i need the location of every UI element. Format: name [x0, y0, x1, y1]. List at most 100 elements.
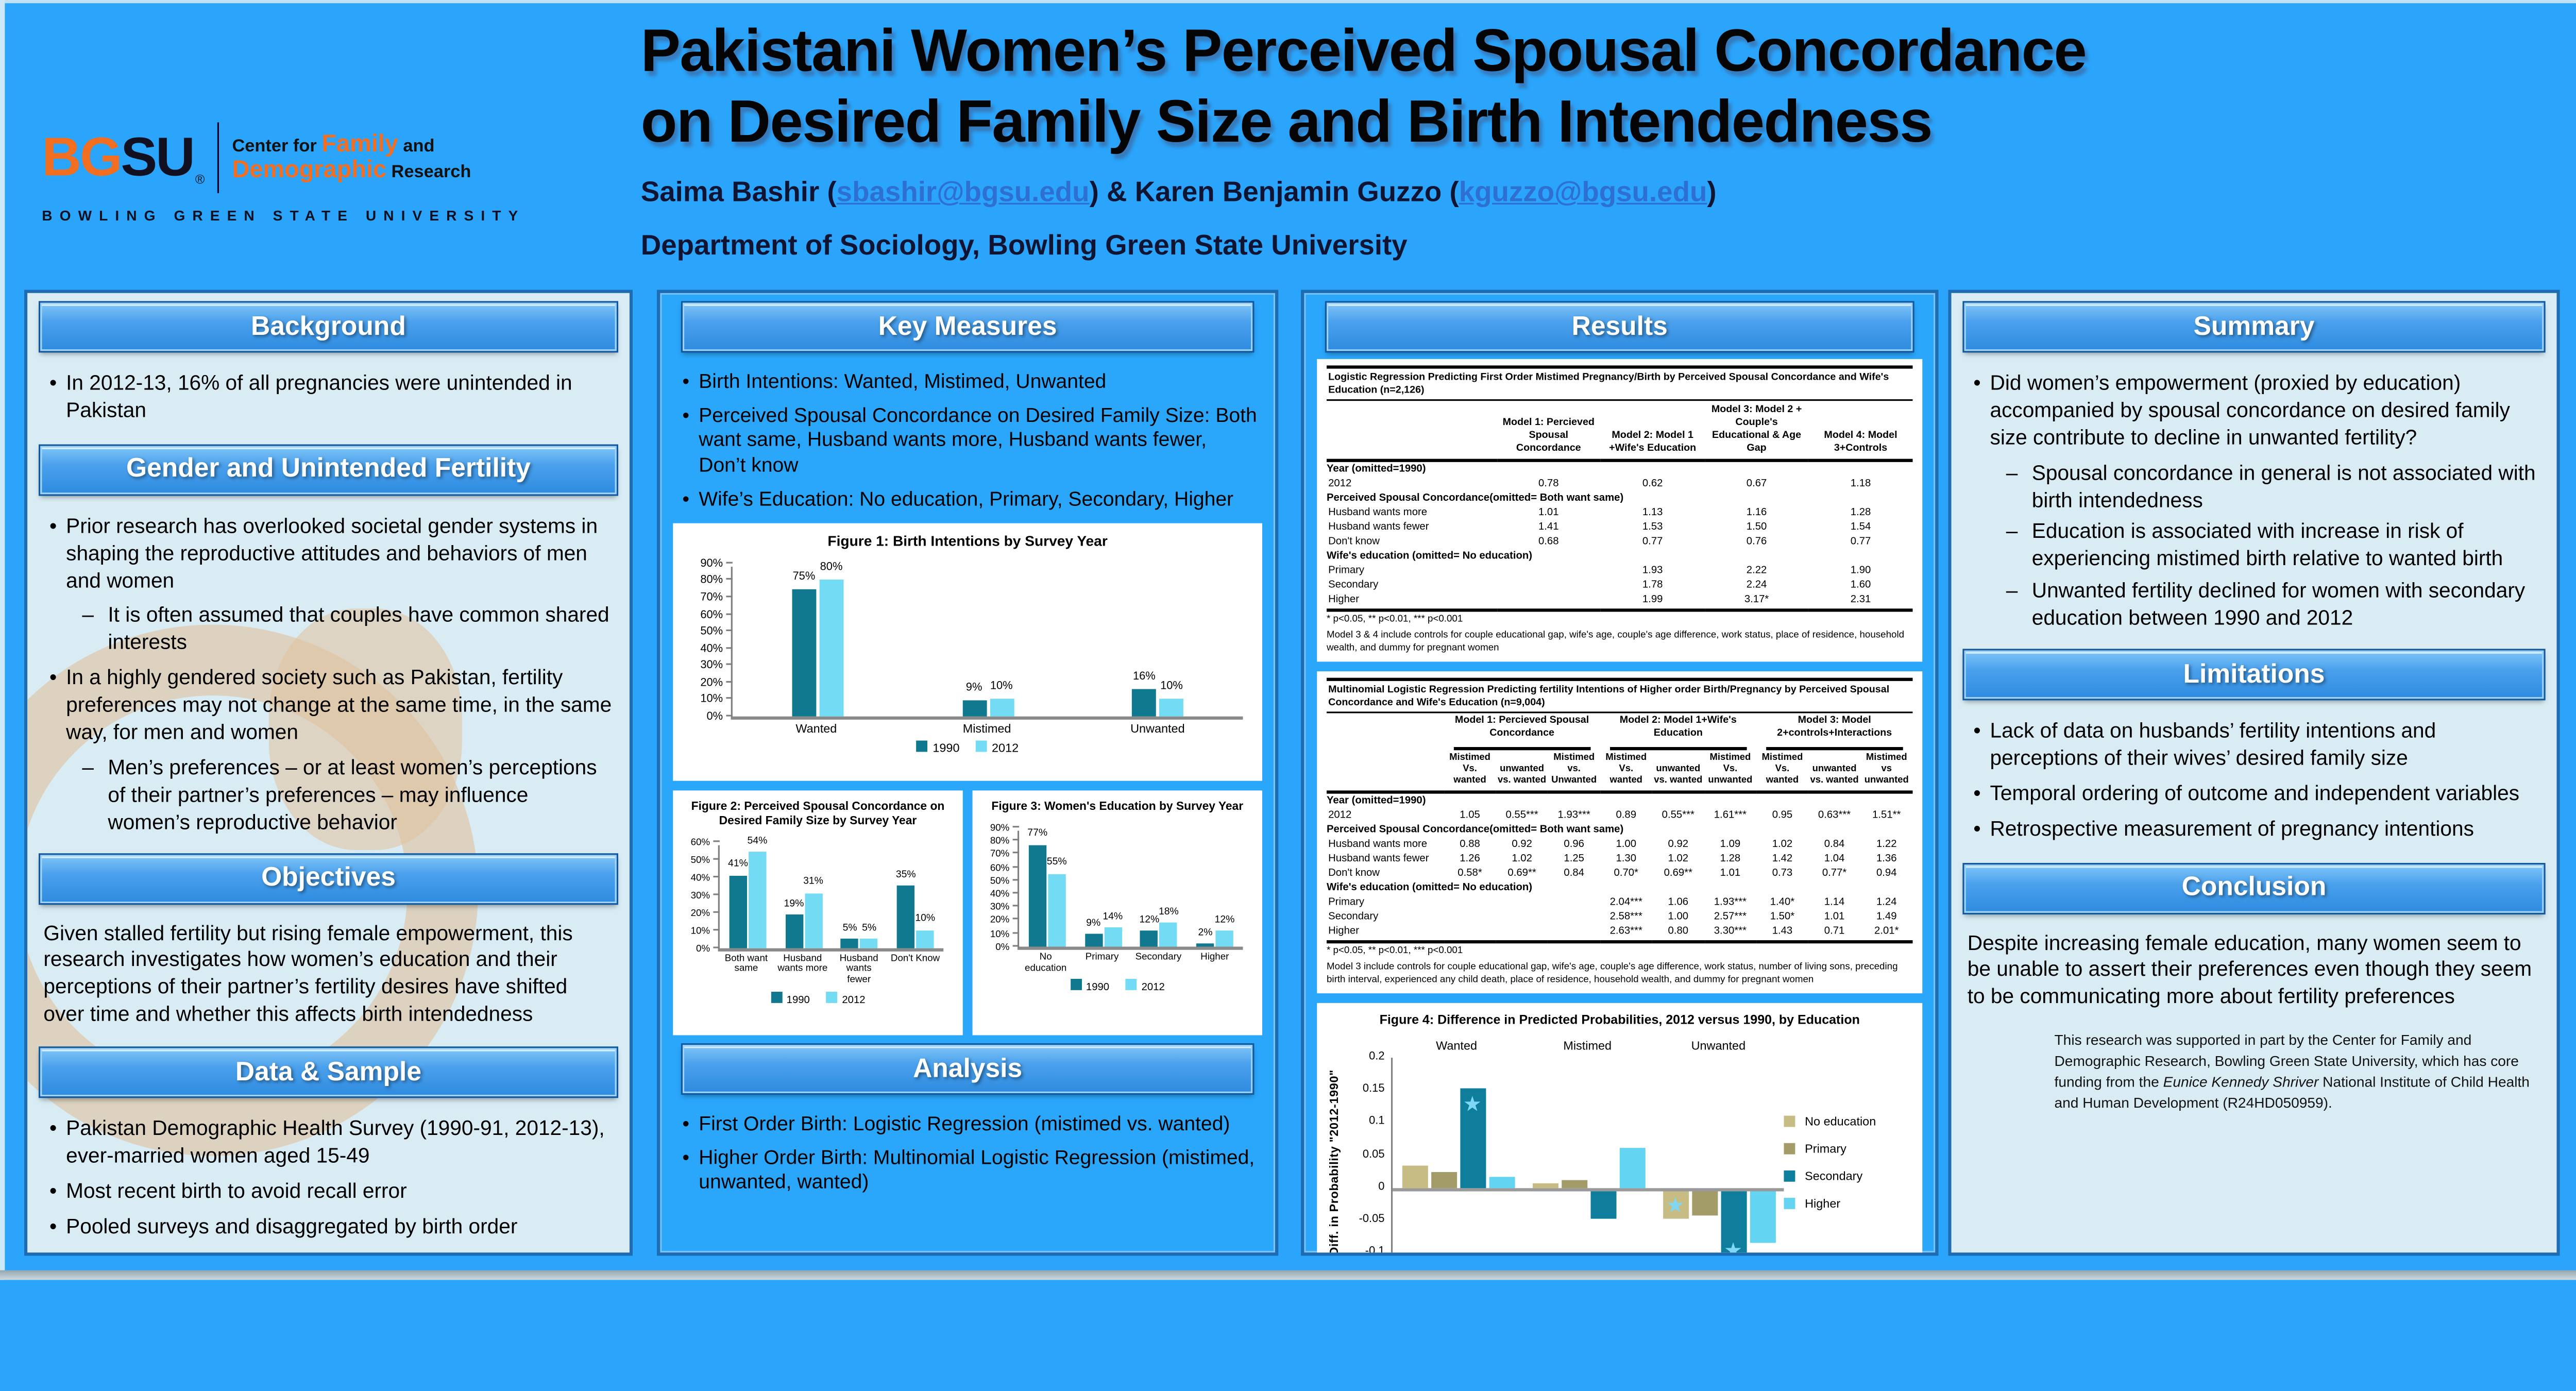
bar-primary-unwanted [1691, 1191, 1717, 1215]
table-footnote: * p<0.05, ** p<0.01, *** p<0.001 [1327, 615, 1463, 625]
author1-email-link[interactable]: sbashir@bgsu.edu [836, 176, 1090, 209]
acknowledgment-text: This research was supported in part by t… [2054, 1032, 2530, 1112]
bar-1990-husband-wants-fewer: 5% [841, 922, 859, 948]
dash-icon: – [2006, 578, 2018, 603]
bar-group: 35% 10% [888, 869, 944, 948]
section-header-gender: Gender and Unintended Fertility [39, 444, 618, 496]
legend-label: 1990 [786, 994, 810, 1006]
bar-1990-both-want-same: 41% [728, 859, 748, 948]
bar-1990-primary: 9% [1084, 918, 1103, 947]
legend-swatch-icon [1784, 1170, 1795, 1181]
bar-value-label: 16% [1132, 671, 1156, 683]
bullet-icon: • [49, 513, 57, 538]
model-group-header: Model 1: Percieved Spousal Concordance [1454, 715, 1589, 740]
bar-group: 75% 80% [733, 563, 903, 717]
bar-group: 9% 10% [903, 682, 1073, 717]
figure2-spousal-concordance-chart: Figure 2: Perceived Spousal Concordance … [673, 790, 963, 1036]
left-column: Background • In 2012-13, 16% of all pregn… [24, 290, 633, 1256]
bar-1990-don't-know: 35% [896, 869, 916, 948]
list-subitem: – Men’s preferences – or at least women’s… [82, 755, 613, 836]
bullet-icon: • [682, 370, 690, 393]
university-name: BOWLING GREEN STATE UNIVERSITY [42, 208, 526, 224]
bgsu-cfdr-logo: BG SU ® Center for Family and Demographic … [42, 122, 526, 224]
legend-entry-2012: 2012 [826, 991, 866, 1006]
section-header-results: Results [1325, 301, 1914, 353]
bar-value-label: 77% [1027, 828, 1048, 840]
list-item: • Birth Intentions: Wanted, Mistimed, Unw… [673, 370, 1259, 396]
authors-line: Saima Bashir (sbashir@bgsu.edu) & Karen … [640, 176, 1717, 209]
bullet-icon: • [1973, 816, 1981, 840]
list-subitem: – Spousal concordance in general is not a… [2006, 460, 2541, 515]
y-axis-tick-label: 80% [700, 575, 723, 587]
bar-secondary-wanted: ★ [1459, 1089, 1485, 1188]
y-axis-tick-mark [726, 613, 733, 615]
legend-label: 2012 [842, 994, 866, 1006]
table-footnote: * p<0.05, ** p<0.01, *** p<0.001 [1327, 947, 1463, 957]
y-axis-tick-label: 50% [700, 626, 723, 638]
table-row: Secondary 2.58*** 1.00 2.57*** 1.50* 1.01 1.49 [1328, 911, 1897, 923]
regression-table: Model 1: Percieved Spousal Concordance Mo… [1327, 401, 1913, 612]
category-label: Husband wants more [777, 954, 828, 975]
bar-primary-wanted [1430, 1172, 1456, 1188]
list-subitem: – Education is associated with increase i… [2006, 519, 2541, 574]
bar-value-label: 2% [1198, 927, 1213, 939]
table-title: Multinomial Logistic Regression Predicti… [1327, 677, 1913, 714]
model-group-header: Model 3: Model 2+controls+Interactions [1777, 715, 1892, 740]
bar-group: 41% 54% [720, 836, 776, 948]
conclusion-text: Despite increasing female education, man… [1967, 929, 2532, 1009]
category-label: Higher [1200, 953, 1229, 963]
chart-legend: 1990 2012 [683, 991, 953, 1006]
bar-value-label: 9% [1086, 918, 1101, 930]
bar-groups: 77% 55% 9% 14% 12% 18% 2% 12% [1019, 828, 1243, 947]
bar-value-label: 9% [965, 683, 982, 695]
right-column: Summary • Did women’s empowerment (proxie… [1948, 290, 2560, 1256]
table-row: 2012 1.05 0.55*** 1.93*** 0.89 0.55*** 1.61***… [1328, 809, 1901, 821]
y-axis-tick-label: 50% [690, 856, 710, 866]
bar-1990-unwanted: 16% [1132, 671, 1157, 717]
legend-label: 2012 [1141, 982, 1165, 994]
legend-swatch-icon [826, 991, 837, 1003]
list-item: • Prior research has overlooked societal … [40, 513, 614, 595]
bar-value-label: 75% [792, 571, 816, 583]
y-axis-tick-label: 0% [706, 711, 723, 723]
list-subitem: – It is often assumed that couples have c… [82, 603, 613, 657]
y-axis-tick-mark [713, 875, 720, 877]
bar-secondary-unwanted: ★ [1720, 1191, 1747, 1253]
significance-star-icon: ★ [1666, 1193, 1685, 1218]
category-label: Primary [1085, 953, 1119, 963]
y-axis-tick-mark [726, 562, 733, 564]
bullet-icon: • [682, 403, 690, 426]
category-labels: Both want same Husband wants more Husband … [718, 954, 944, 987]
poster: BG SU ® Center for Family and Demographic … [0, 18, 2576, 1280]
category-labels: Wanted Mistimed Unwanted [731, 721, 1243, 736]
figure3-womens-education-chart: Figure 3: Women's Education by Survey Ye… [972, 790, 1262, 1036]
bar-group: ★ [1393, 1057, 1523, 1252]
y-axis-tick-mark [713, 928, 720, 930]
legend-entry-1990: 1990 [917, 741, 960, 756]
table-row: Husband wants more 0.88 0.92 0.96 1.00 0.92 1.… [1328, 838, 1897, 850]
legend-swatch-icon [917, 741, 928, 753]
table-footnote: Model 3 include controls for couple educ… [1327, 962, 1898, 986]
y-axis-tick-label: 30% [690, 891, 710, 901]
legend-entry-2012: 2012 [975, 741, 1019, 756]
bar-value-label: 80% [820, 563, 843, 574]
department-line: Department of Sociology, Bowling Green S… [640, 229, 1408, 262]
y-axis-tick-mark [713, 840, 720, 842]
bar-2012-secondary: 18% [1159, 906, 1179, 947]
chart-title: Figure 4: Difference in Predicted Probab… [1379, 1013, 1860, 1028]
y-axis-tick-label: 40% [690, 873, 710, 884]
bar-value-label: 5% [862, 922, 877, 934]
chart-title: Figure 1: Birth Intentions by Survey Yea… [827, 533, 1108, 550]
chart-title: Figure 3: Women's Education by Survey Ye… [991, 799, 1244, 813]
bar-1990-mistimed: 9% [962, 683, 987, 717]
table-row: Wife's education (omitted= No education) [1327, 550, 1533, 562]
y-axis-tick-mark [726, 715, 733, 717]
y-axis-tick-mark [1012, 944, 1020, 947]
dash-icon: – [2006, 519, 2018, 544]
y-axis-tick-label: 0.2 [1369, 1050, 1385, 1062]
author2-email-link[interactable]: kguzzo@bgsu.edu [1459, 176, 1707, 209]
logo-center-demographic: Demographic [232, 156, 386, 184]
y-axis-tick-label: -0.1 [1365, 1247, 1385, 1256]
chart-legend: 1990 2012 [982, 979, 1252, 994]
category-labels: Wanted Mistimed Unwanted [1391, 1038, 1784, 1058]
